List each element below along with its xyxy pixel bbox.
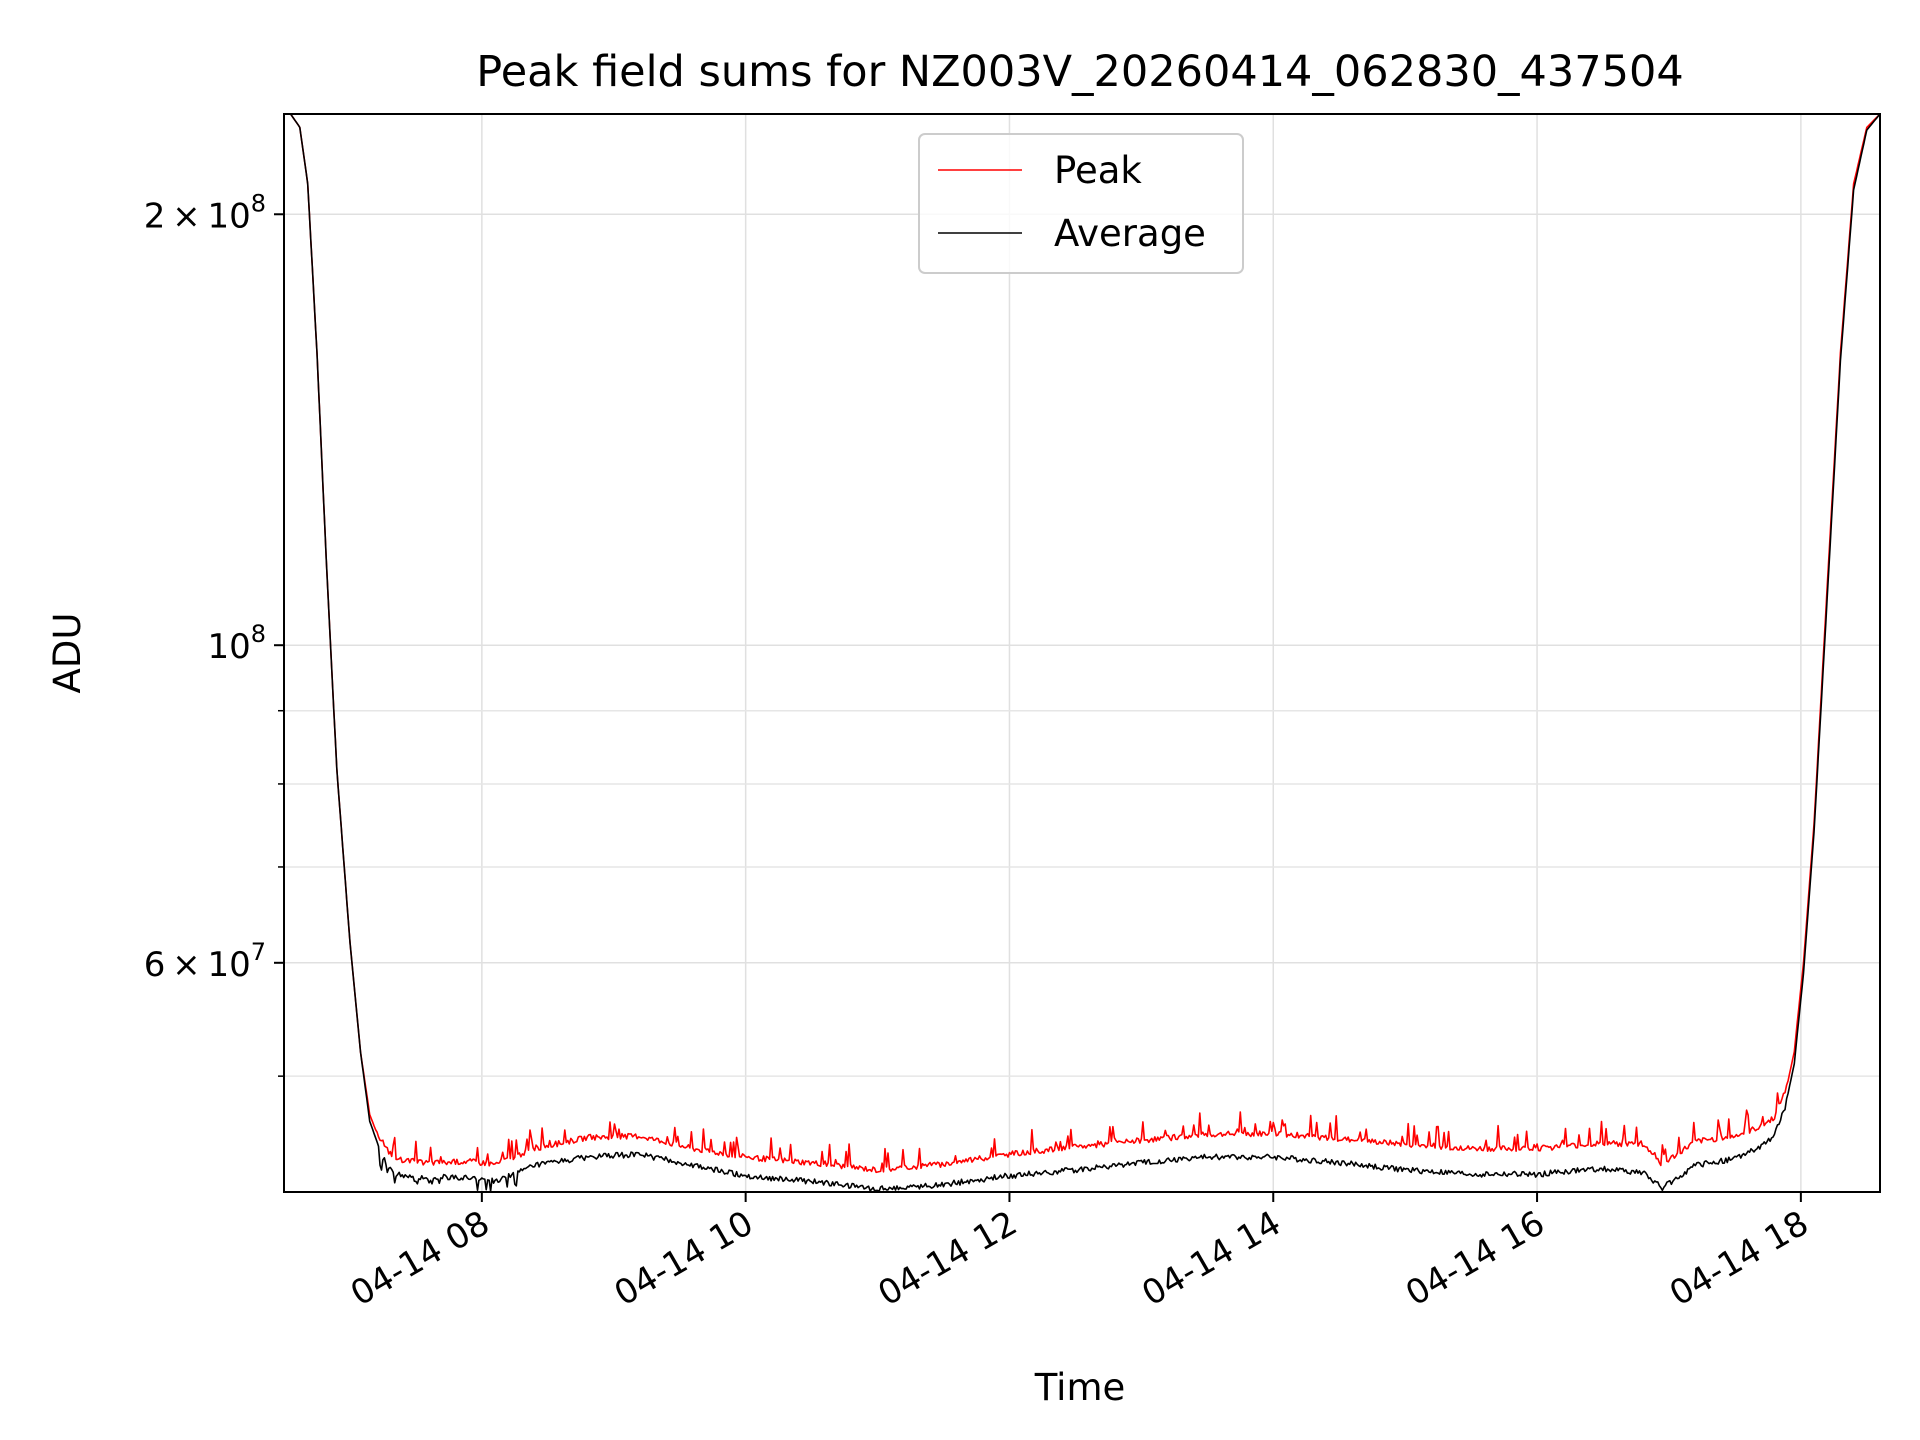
y-axis-label: ADU: [46, 613, 89, 694]
y-axis: 6 × 107 108 2 × 108: [144, 189, 284, 1077]
series-group: [289, 114, 1880, 1192]
y-tick-label: 2 × 108: [144, 189, 266, 236]
series-line-average: [289, 114, 1880, 1192]
x-axis-label: Time: [1034, 1366, 1126, 1409]
legend: Peak Average: [918, 133, 1244, 274]
legend-label-average: Average: [1054, 212, 1206, 255]
y-tick-label: 6 × 107: [144, 938, 266, 985]
y-tick-label: 108: [207, 620, 266, 667]
grid: [284, 114, 1880, 1192]
series-line-peak: [289, 114, 1880, 1174]
plot-frame: [283, 113, 1881, 1193]
legend-label-peak: Peak: [1054, 149, 1142, 192]
chart-title: Peak field sums for NZ003V_20260414_0628…: [476, 47, 1683, 97]
legend-box: [918, 133, 1244, 274]
